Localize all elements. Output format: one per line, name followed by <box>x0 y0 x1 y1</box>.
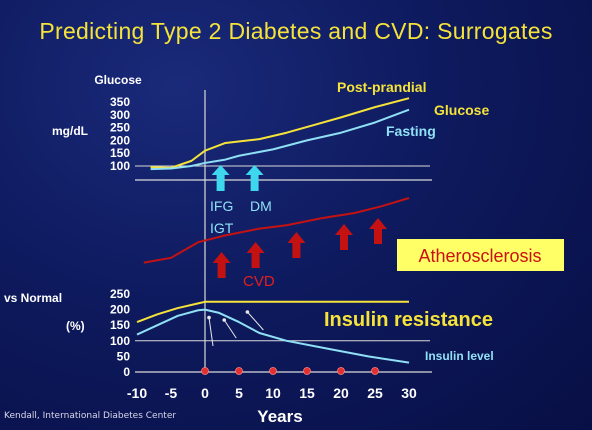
x-tick-label: -10 <box>127 385 147 401</box>
pointer-arrow <box>247 311 264 331</box>
pointer-arrow-head <box>222 318 226 322</box>
x-tick-label: 15 <box>299 385 315 401</box>
event-dot <box>235 367 243 375</box>
insulin-resistance-line <box>136 300 409 324</box>
insulin-y-tick-label: 150 <box>110 318 130 332</box>
postprandial-label: Post-prandial <box>337 79 426 95</box>
cyan-up-arrow <box>245 165 264 191</box>
atherosclerosis-label: Atherosclerosis <box>418 246 541 266</box>
insulin-y-tick-label: 200 <box>110 303 130 317</box>
insulin-y-tick-label: 0 <box>123 365 130 379</box>
dm-label: DM <box>250 198 272 214</box>
red-up-arrow <box>335 224 353 250</box>
atherosclerosis-line <box>143 197 410 264</box>
event-dot <box>303 367 311 375</box>
slide-title: Predicting Type 2 Diabetes and CVD: Surr… <box>39 18 553 44</box>
cyan-up-arrow <box>211 165 230 191</box>
x-tick-label: 10 <box>265 385 281 401</box>
event-dot <box>337 367 345 375</box>
cvd-label: CVD <box>243 273 275 290</box>
insulin-resistance-label: Insulin resistance <box>324 309 493 331</box>
postprandial-glucose-line <box>150 97 410 169</box>
glucose-y-tick-label: 100 <box>110 159 130 173</box>
glucose-y-tick-label: 300 <box>110 108 130 122</box>
red-up-arrow <box>369 218 387 244</box>
event-dot <box>201 367 209 375</box>
pointer-arrow-head <box>207 315 211 320</box>
x-tick-label: -5 <box>165 385 178 401</box>
glucose-y-tick-label: 250 <box>110 121 130 135</box>
insulin-level-label: Insulin level <box>425 349 494 363</box>
insulin-axis-title: vs Normal <box>4 291 62 305</box>
red-up-arrow <box>246 242 265 268</box>
glucose-y-tick-label: 150 <box>110 146 130 160</box>
x-tick-label: 30 <box>401 385 417 401</box>
x-tick-label: 5 <box>235 385 243 401</box>
insulin-y-tick-label: 100 <box>110 334 130 348</box>
x-tick-label: 25 <box>367 385 383 401</box>
igt-label: IGT <box>210 220 234 236</box>
pointer-arrow <box>208 317 214 347</box>
glucose-y-tick-label: 200 <box>110 133 130 147</box>
x-tick-label: 20 <box>333 385 349 401</box>
glucose-y-tick-label: 350 <box>110 95 130 109</box>
pointer-arrow-head <box>245 310 250 314</box>
glucose-axis-title: Glucose <box>94 73 142 87</box>
insulin-level-line <box>136 308 410 364</box>
pointer-arrow <box>223 319 237 339</box>
red-up-arrow <box>287 232 306 258</box>
insulin-y-tick-label: 250 <box>110 287 130 301</box>
glucose-series-label: Glucose <box>434 102 489 118</box>
ifg-label: IFG <box>210 198 233 214</box>
fasting-glucose-line <box>150 108 410 171</box>
atherosclerosis-label-box <box>397 239 564 271</box>
credit-text: Kendall, International Diabetes Center <box>4 411 177 421</box>
red-up-arrow <box>212 252 231 278</box>
event-dot <box>269 367 277 375</box>
x-tick-label: 0 <box>201 385 209 401</box>
fasting-label: Fasting <box>386 123 436 139</box>
event-dot <box>371 367 379 375</box>
insulin-unit-label: (%) <box>66 319 85 333</box>
insulin-y-tick-label: 50 <box>117 349 131 363</box>
glucose-unit-label: mg/dL <box>52 124 88 138</box>
x-axis-title: Years <box>257 407 302 426</box>
